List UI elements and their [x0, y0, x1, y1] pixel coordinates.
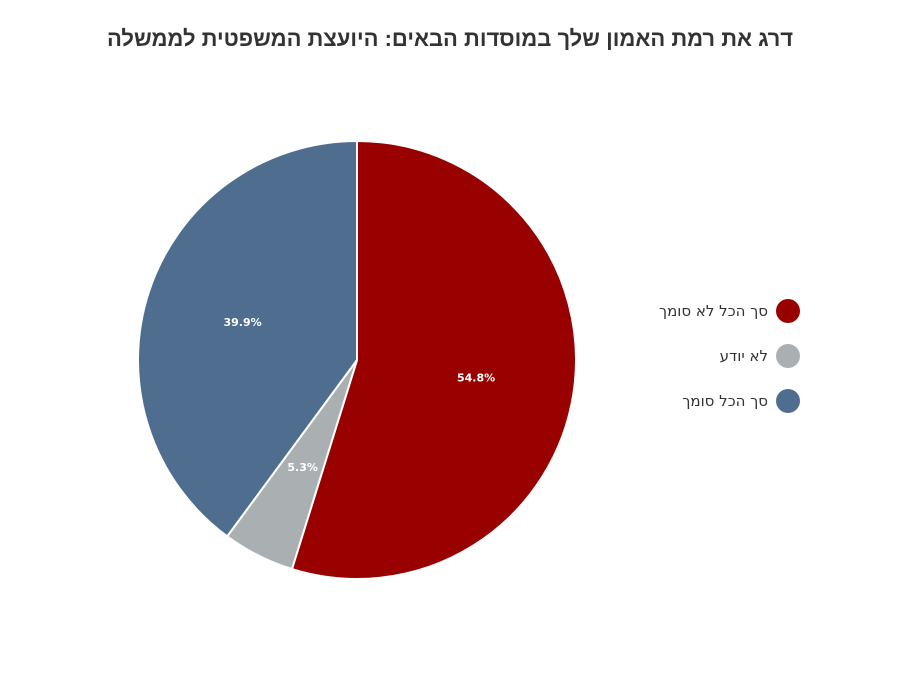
legend-item-2[interactable]: סך הכל סומך	[620, 389, 800, 413]
legend-item-1[interactable]: לא יודע	[620, 344, 800, 368]
slice-data-label-2: 39.9%	[223, 316, 261, 329]
legend-swatch-icon	[776, 389, 800, 413]
legend-swatch-icon	[776, 299, 800, 323]
slice-data-label-0: 54.8%	[457, 372, 495, 385]
legend-label: סך הכל סומך	[682, 392, 768, 410]
legend-label: לא יודע	[719, 347, 768, 365]
chart-legend: סך הכל לא סומך לא יודע סך הכל סומך	[620, 299, 800, 434]
slice-data-label-1: 5.3%	[287, 461, 318, 474]
legend-item-0[interactable]: סך הכל לא סומך	[620, 299, 800, 323]
pie-slice-0[interactable]	[290, 140, 577, 580]
legend-label: סך הכל לא סומך	[659, 302, 768, 320]
legend-swatch-icon	[776, 344, 800, 368]
chart-title: דרג את רמת האמון שלך במוסדות הבאים: היוע…	[106, 26, 794, 51]
pie-slice-2[interactable]	[137, 140, 358, 538]
